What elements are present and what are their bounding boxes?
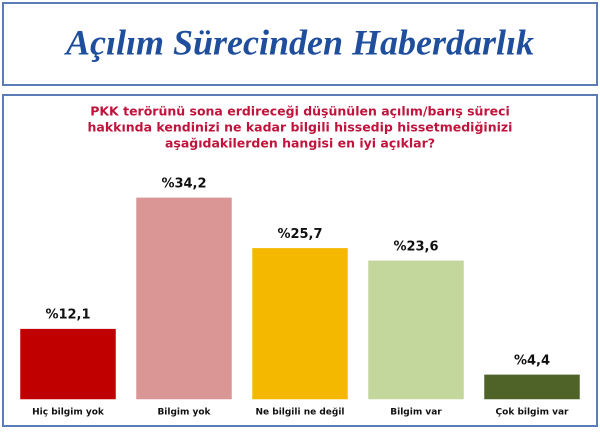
subtitle: aşağıdakilerden hangisi en iyi açıklar? — [165, 136, 435, 151]
bar — [366, 259, 466, 401]
subtitle: hakkında kendinizi ne kadar bilgili hiss… — [88, 120, 513, 135]
value-label: %23,6 — [393, 239, 438, 254]
subtitle: PKK terörünü sona erdireceği düşünülen a… — [90, 104, 510, 119]
chart-title: Açılım Sürecinden Haberdarlık — [64, 22, 534, 62]
value-label: %12,1 — [45, 308, 90, 323]
bar — [250, 246, 350, 401]
x-tick-label: Çok bilgim var — [496, 408, 569, 418]
x-tick-label: Ne bilgili ne değil — [255, 408, 344, 418]
value-label: %25,7 — [277, 227, 322, 242]
value-label: %34,2 — [161, 176, 206, 191]
title-box — [2, 2, 598, 86]
bar — [482, 373, 582, 401]
x-tick-label: Hiç bilgim yok — [32, 408, 105, 418]
value-label: %4,4 — [514, 353, 550, 368]
bar — [18, 327, 118, 401]
x-tick-label: Bilgim yok — [157, 408, 211, 418]
bar — [134, 196, 234, 401]
x-tick-label: Bilgim var — [390, 408, 442, 418]
